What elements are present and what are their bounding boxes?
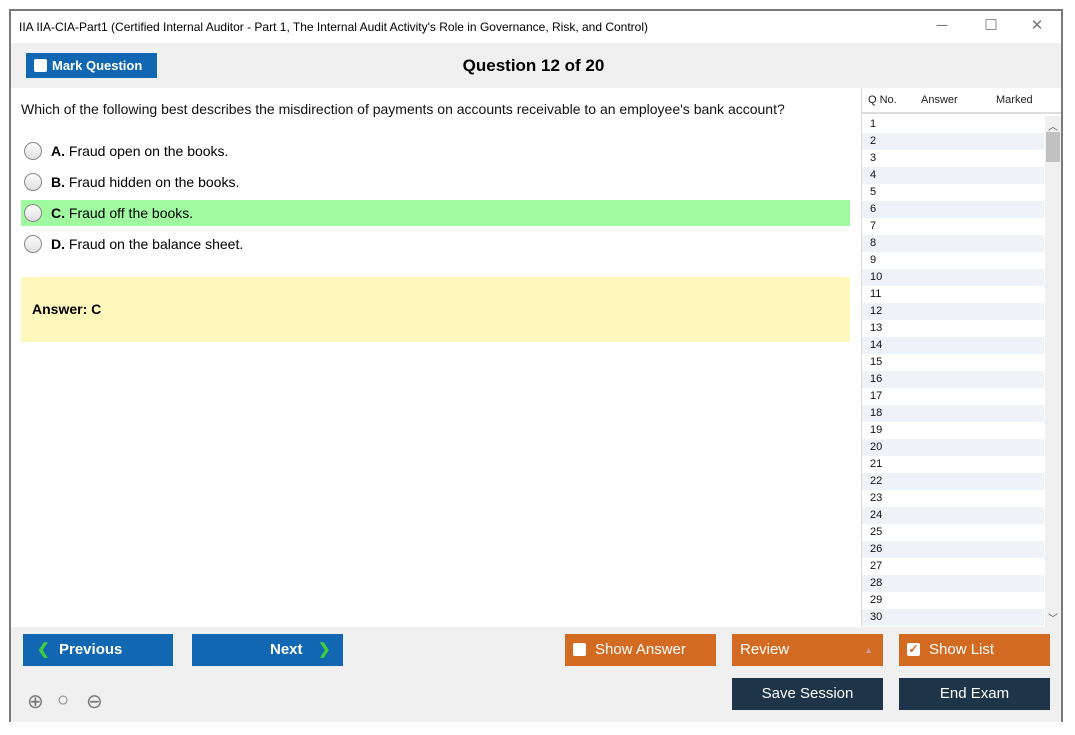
mark-question-label: Mark Question bbox=[52, 58, 143, 73]
list-row[interactable]: 22 bbox=[862, 473, 1044, 490]
show-list-button[interactable]: ✓ Show List bbox=[899, 634, 1050, 666]
question-panel: Which of the following best describes th… bbox=[11, 88, 861, 627]
list-row[interactable]: 3 bbox=[870, 152, 877, 164]
zoom-out-icon[interactable]: ⊖ bbox=[86, 691, 103, 713]
next-label: Next bbox=[270, 641, 303, 658]
minimize-button[interactable]: ─ bbox=[936, 17, 948, 34]
scrollbar-thumb[interactable] bbox=[1046, 132, 1060, 162]
list-row[interactable]: 4 bbox=[862, 167, 1044, 184]
chevron-right-icon: ❯ bbox=[318, 641, 331, 658]
answer-box: Answer: C bbox=[21, 277, 850, 342]
radio-icon[interactable] bbox=[24, 142, 42, 160]
previous-label: Previous bbox=[59, 641, 123, 658]
triangle-up-icon: ▲ bbox=[864, 645, 873, 655]
radio-icon[interactable] bbox=[24, 173, 42, 191]
list-row[interactable]: 26 bbox=[862, 541, 1044, 558]
list-row[interactable]: 5 bbox=[870, 186, 877, 198]
scroll-down-icon[interactable]: ﹀ bbox=[1048, 614, 1058, 625]
checkbox-icon bbox=[573, 643, 586, 656]
list-row[interactable]: 30 bbox=[862, 609, 1044, 626]
option-text: Fraud hidden on the books. bbox=[68, 174, 240, 190]
option-text: Fraud open on the books. bbox=[68, 143, 229, 159]
window-title: IIA IIA-CIA-Part1 (Certified Internal Au… bbox=[19, 20, 649, 34]
list-row[interactable]: 24 bbox=[862, 507, 1044, 524]
option-c[interactable]: C. Fraud off the books. bbox=[21, 200, 850, 226]
option-b[interactable]: B. Fraud hidden on the books. bbox=[21, 169, 850, 195]
mark-question-button[interactable]: Mark Question bbox=[26, 53, 157, 78]
app-window: IIA IIA-CIA-Part1 (Certified Internal Au… bbox=[9, 9, 1063, 722]
scrollbar[interactable]: ︿ ﹀ bbox=[1045, 116, 1061, 627]
bottom-bar: ❮ Previous Next ❯ Show Answer Review ▲ ✓ Sho… bbox=[11, 627, 1061, 722]
checkbox-icon bbox=[34, 59, 47, 72]
header-qno[interactable]: Q No. bbox=[868, 94, 897, 106]
review-label: Review bbox=[740, 641, 790, 658]
save-session-button[interactable]: Save Session bbox=[732, 678, 883, 710]
toolbar: Mark Question Question 12 of 20 bbox=[11, 43, 1061, 88]
list-row[interactable]: 16 bbox=[862, 371, 1044, 388]
list-row[interactable]: 20 bbox=[862, 439, 1044, 456]
list-row[interactable]: 10 bbox=[862, 269, 1044, 286]
list-row[interactable]: 13 bbox=[870, 322, 883, 334]
list-rows: 1 2 3 4 5 6 7 8 9 10 11 12 13 14 15 16 17 18 19 20 21 22 23 24 2… bbox=[862, 116, 1044, 626]
list-row[interactable]: 14 bbox=[862, 337, 1044, 354]
checkbox-checked-icon: ✓ bbox=[907, 642, 920, 656]
list-row[interactable]: 2 bbox=[862, 133, 1044, 150]
zoom-reset-icon[interactable]: ○ bbox=[57, 689, 70, 711]
review-button[interactable]: Review ▲ bbox=[732, 634, 883, 666]
scroll-up-icon[interactable]: ︿ bbox=[1048, 122, 1058, 133]
list-row[interactable]: 8 bbox=[862, 235, 1044, 252]
question-list: Q No. Answer Marked 1 2 3 4 5 6 7 8 9 10 11 12 13 14 1… bbox=[861, 88, 1061, 627]
list-row[interactable]: 1 bbox=[870, 118, 877, 130]
list-row[interactable]: 17 bbox=[870, 390, 883, 402]
list-row[interactable]: 11 bbox=[870, 288, 882, 300]
list-row[interactable]: 7 bbox=[870, 220, 877, 232]
radio-icon[interactable] bbox=[24, 204, 42, 222]
list-row[interactable]: 21 bbox=[870, 458, 883, 470]
option-letter: C. bbox=[51, 205, 65, 221]
list-row[interactable]: 19 bbox=[870, 424, 883, 436]
zoom-in-icon[interactable]: ⊕ bbox=[27, 691, 44, 713]
list-row[interactable]: 12 bbox=[862, 303, 1044, 320]
end-exam-button[interactable]: End Exam bbox=[899, 678, 1050, 710]
list-row[interactable]: 15 bbox=[870, 356, 883, 368]
question-text: Which of the following best describes th… bbox=[21, 101, 785, 117]
maximize-button[interactable]: ☐ bbox=[984, 17, 998, 34]
header-answer[interactable]: Answer bbox=[921, 94, 958, 106]
list-row[interactable]: 29 bbox=[870, 594, 883, 606]
list-row[interactable]: 9 bbox=[870, 254, 877, 266]
list-row[interactable]: 28 bbox=[862, 575, 1044, 592]
option-letter: D. bbox=[51, 236, 65, 252]
option-a[interactable]: A. Fraud open on the books. bbox=[21, 138, 850, 164]
option-text: Fraud on the balance sheet. bbox=[68, 236, 244, 252]
list-row[interactable]: 23 bbox=[870, 492, 883, 504]
show-answer-label: Show Answer bbox=[595, 641, 686, 658]
option-letter: A. bbox=[51, 143, 65, 159]
previous-button[interactable]: ❮ Previous bbox=[23, 634, 173, 666]
option-d[interactable]: D. Fraud on the balance sheet. bbox=[21, 231, 850, 257]
option-letter: B. bbox=[51, 174, 65, 190]
chevron-left-icon: ❮ bbox=[37, 641, 50, 658]
show-list-label: Show List bbox=[929, 641, 995, 658]
question-counter: Question 12 of 20 bbox=[462, 56, 605, 75]
close-button[interactable]: ✕ bbox=[1030, 17, 1044, 34]
show-answer-button[interactable]: Show Answer bbox=[565, 634, 716, 666]
list-row[interactable]: 18 bbox=[862, 405, 1044, 422]
option-text: Fraud off the books. bbox=[68, 205, 194, 221]
title-bar: IIA IIA-CIA-Part1 (Certified Internal Au… bbox=[11, 11, 1061, 43]
radio-icon[interactable] bbox=[24, 235, 42, 253]
header-marked[interactable]: Marked bbox=[996, 94, 1033, 106]
list-row[interactable]: 25 bbox=[870, 526, 883, 538]
list-row[interactable]: 6 bbox=[862, 201, 1044, 218]
list-row[interactable]: 27 bbox=[870, 560, 883, 572]
next-button[interactable]: Next ❯ bbox=[192, 634, 343, 666]
list-header: Q No. Answer Marked bbox=[862, 88, 1061, 114]
